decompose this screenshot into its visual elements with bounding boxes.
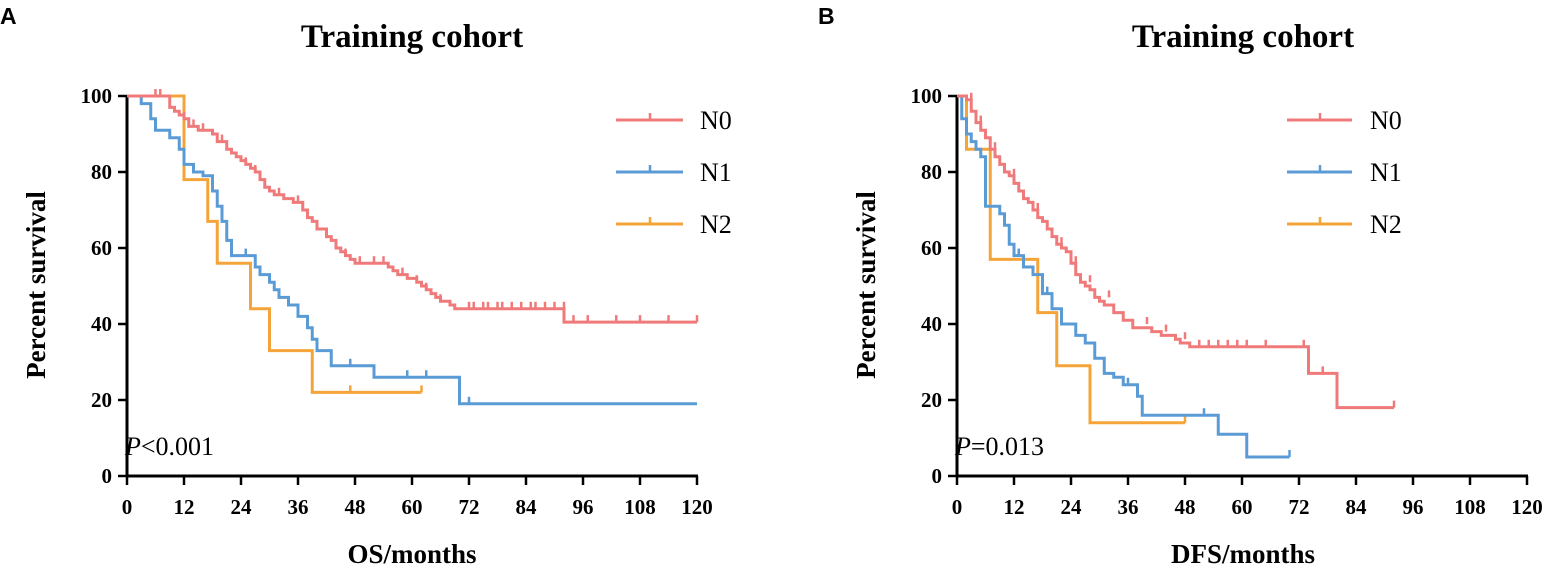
x-tick-label: 36 [288, 495, 309, 519]
panel-b-letter: B [818, 3, 835, 29]
km-curve-n2 [957, 94, 1185, 425]
km-curve-n2 [127, 94, 422, 394]
x-tick-label: 60 [1232, 495, 1253, 519]
y-tick-label: 60 [921, 236, 942, 260]
panel-b-pvalue-text: =0.013 [971, 432, 1044, 461]
panel-a-letter: A [0, 3, 17, 29]
y-tick-label: 40 [91, 312, 112, 336]
x-tick-label: 0 [952, 495, 963, 519]
panel-b: B Training cohort Percent survival DFS/m… [818, 3, 1543, 569]
panel-b-ylabel: Percent survival [851, 191, 881, 379]
x-tick-label: 12 [1004, 495, 1025, 519]
x-tick-label: 84 [1346, 495, 1368, 519]
legend-label-n1: N1 [1370, 158, 1402, 187]
legend-item-n1: N1 [1287, 158, 1402, 187]
legend-item-n2: N2 [1287, 210, 1402, 239]
x-tick-label: 84 [516, 495, 538, 519]
x-tick-label: 24 [231, 495, 253, 519]
km-curve-n0 [127, 94, 697, 324]
panel-b-pvalue: P=0.013 [954, 432, 1044, 461]
legend-item-n1: N1 [616, 158, 732, 187]
panel-a-axes: 0 20 40 60 80 100 0 12 24 36 48 60 72 84 96 108 120 [81, 84, 713, 519]
km-curve-n1 [127, 94, 697, 406]
y-tick-label: 80 [921, 160, 942, 184]
x-tick-label: 108 [624, 495, 656, 519]
panel-a-xlabel: OS/months [347, 539, 476, 569]
y-tick-label: 20 [921, 388, 942, 412]
legend-label-n0: N0 [700, 106, 732, 135]
x-tick-label: 120 [1511, 495, 1543, 519]
x-tick-label: 36 [1118, 495, 1139, 519]
legend-label-n0: N0 [1370, 106, 1402, 135]
y-tick-label: 40 [921, 312, 942, 336]
y-tick-label: 20 [91, 388, 112, 412]
panel-b-plot-area [957, 92, 1396, 459]
x-tick-label: 96 [573, 495, 594, 519]
y-tick-label: 60 [91, 236, 112, 260]
legend-label-n2: N2 [1370, 210, 1402, 239]
panel-a-ylabel: Percent survival [21, 191, 51, 379]
y-tick-label: 0 [932, 464, 943, 488]
panel-b-axes: 0 20 40 60 80 100 0 12 24 36 48 60 72 84 96 108 120 [911, 84, 1543, 519]
legend-item-n0: N0 [616, 106, 732, 135]
panel-b-legend: N0 N1 N2 [1287, 106, 1402, 239]
legend-item-n2: N2 [616, 210, 732, 239]
x-tick-label: 72 [459, 495, 480, 519]
y-tick-label: 100 [81, 84, 113, 108]
panel-a-pvalue: P<0.001 [124, 432, 214, 461]
x-tick-label: 0 [122, 495, 133, 519]
x-tick-label: 48 [1175, 495, 1196, 519]
y-tick-label: 0 [102, 464, 113, 488]
x-tick-label: 108 [1454, 495, 1486, 519]
km-curve-n0 [957, 94, 1394, 410]
panel-a-plot-area [127, 89, 699, 406]
x-tick-label: 72 [1289, 495, 1310, 519]
y-tick-label: 80 [91, 160, 112, 184]
panel-b-xlabel: DFS/months [1171, 539, 1315, 569]
x-tick-label: 120 [681, 495, 713, 519]
legend-label-n1: N1 [700, 158, 732, 187]
y-tick-label: 100 [911, 84, 943, 108]
x-tick-label: 96 [1403, 495, 1424, 519]
panel-a-title: Training cohort [301, 19, 523, 55]
panel-b-pvalue-italic: P [954, 432, 971, 461]
panel-b-title: Training cohort [1132, 19, 1354, 55]
panel-a-pvalue-text: <0.001 [141, 432, 214, 461]
panel-a-pvalue-italic: P [124, 432, 141, 461]
legend-item-n0: N0 [1287, 106, 1402, 135]
x-tick-label: 24 [1061, 495, 1083, 519]
panel-a: A Training cohort Percent survival OS/mo… [0, 3, 732, 569]
km-curve-n1 [957, 94, 1290, 459]
panel-a-legend: N0 N1 N2 [616, 106, 732, 239]
x-tick-label: 12 [174, 495, 195, 519]
legend-label-n2: N2 [700, 210, 732, 239]
x-tick-label: 48 [345, 495, 366, 519]
x-tick-label: 60 [402, 495, 423, 519]
